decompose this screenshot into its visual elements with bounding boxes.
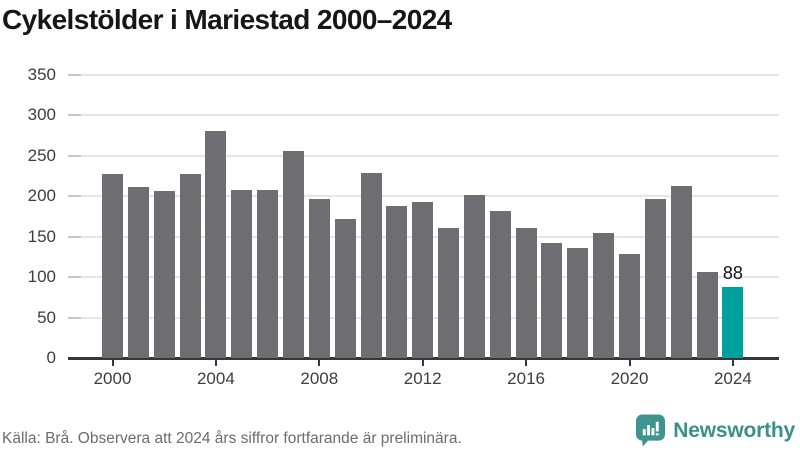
y-axis-tick (68, 195, 81, 197)
bar-2020 (619, 253, 640, 358)
bar-2018 (567, 247, 589, 358)
x-axis-label: 2008 (300, 369, 339, 388)
y-axis-tick (68, 235, 81, 238)
x-axis-label: 2024 (713, 369, 752, 388)
bar-2006 (257, 189, 279, 358)
bar-2021 (644, 199, 666, 358)
y-axis-label: 350 (27, 64, 56, 84)
y-axis-label: 300 (27, 105, 56, 124)
newsworthy-logo[interactable]: Newsworthy (636, 414, 795, 447)
x-axis-label: 2016 (507, 369, 545, 388)
data-label-2024: 88 (722, 262, 743, 283)
source-note: Källa: Brå. Observera att 2024 års siffr… (2, 430, 462, 447)
x-axis-label: 2000 (93, 369, 132, 388)
bar-2012 (412, 202, 434, 358)
x-axis-tick (628, 359, 631, 366)
x-axis-tick (525, 359, 528, 366)
y-axis-label: 100 (27, 267, 56, 286)
y-axis-tick (68, 316, 81, 319)
y-axis-tick (68, 276, 81, 278)
bar-2016 (515, 227, 537, 358)
bar-2023 (696, 272, 718, 358)
gridline-300 (68, 114, 779, 116)
y-axis-label: 250 (27, 145, 56, 165)
x-axis-line (68, 357, 779, 360)
bar-2001 (127, 187, 149, 358)
gridline-200 (68, 195, 779, 197)
bar-2008 (308, 199, 330, 358)
bar-2003 (179, 174, 201, 358)
bar-2022 (670, 186, 692, 358)
x-axis-tick (318, 359, 321, 366)
y-axis-label: 150 (27, 226, 56, 246)
bar-2009 (334, 219, 356, 358)
x-axis-tick (214, 359, 217, 366)
bar-2004 (205, 131, 227, 358)
gridline-250 (68, 154, 779, 157)
y-axis-label: 0 (46, 348, 56, 367)
gridline-350 (68, 73, 779, 76)
y-axis-label: 50 (37, 307, 56, 327)
bar-2013 (438, 227, 460, 358)
x-axis-tick (111, 359, 114, 366)
x-axis-label: 2004 (196, 369, 235, 388)
bar-2017 (541, 242, 563, 358)
y-axis-tick (68, 73, 81, 76)
bar-2015 (489, 210, 511, 358)
bar-2014 (463, 195, 485, 358)
y-axis-label: 200 (27, 186, 56, 205)
bar-2000 (102, 174, 123, 358)
newsworthy-wordmark: Newsworthy (673, 418, 795, 442)
bar-2019 (593, 233, 615, 358)
x-axis-label: 2012 (403, 369, 442, 388)
newsworthy-icon (636, 414, 666, 447)
y-axis-tick (68, 114, 81, 116)
x-axis-tick (421, 359, 424, 366)
bar-2002 (153, 191, 175, 358)
x-axis-label: 2020 (610, 369, 649, 388)
y-axis-tick (68, 154, 81, 157)
chart-title: Cykelstölder i Mariestad 2000–2024 (2, 4, 452, 35)
x-axis-tick (731, 359, 734, 366)
bar-2011 (386, 205, 408, 358)
bar-2024 (722, 286, 744, 358)
bar-2005 (231, 190, 253, 358)
bar-2007 (282, 150, 304, 358)
bar-2010 (360, 172, 382, 358)
